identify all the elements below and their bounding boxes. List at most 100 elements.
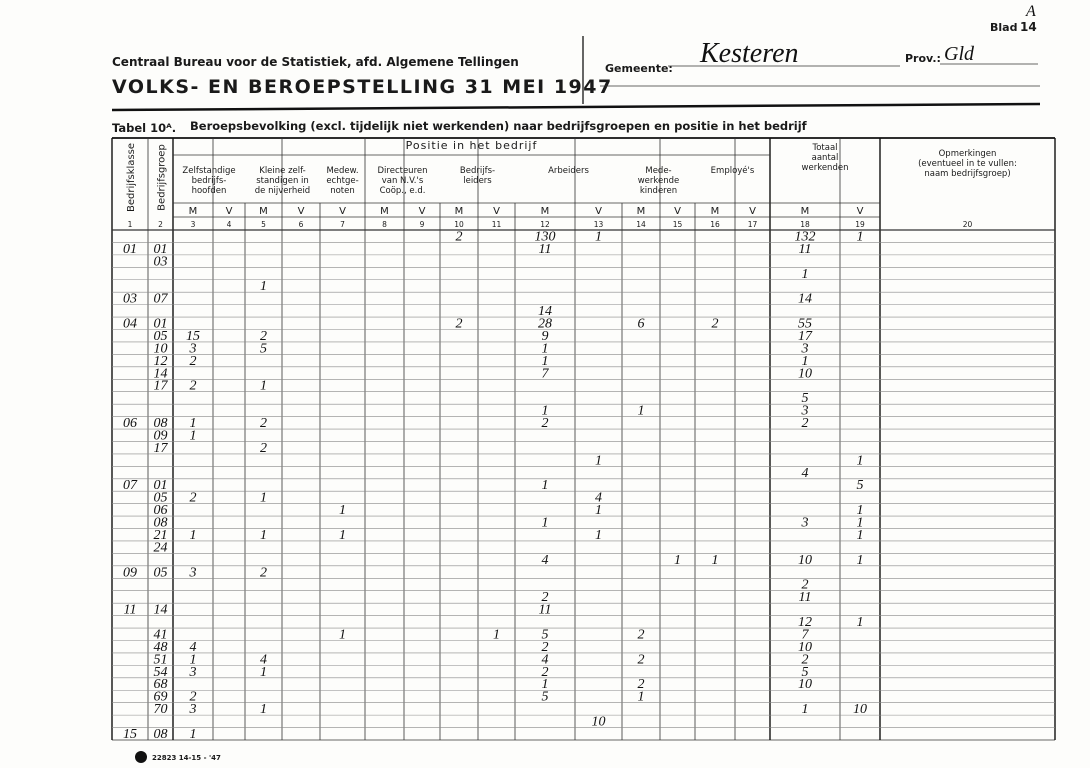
entry: 3 [801,516,809,531]
entry: 5 [260,341,267,356]
entry: 3 [189,341,197,356]
column-header: werkenden [802,163,849,173]
entry: 1 [260,379,267,394]
entry: 05 [154,329,168,344]
entry: 54 [154,665,168,680]
column-number: 15 [673,220,683,229]
entry: 5 [857,478,864,493]
entry: 2 [260,416,267,431]
column-header: noten [330,186,355,196]
sub-header: V [298,206,305,217]
gemeente-label: Gemeente: [605,62,673,75]
printer-mark [135,751,147,763]
rule [111,102,1041,112]
entry: 07 [123,478,138,493]
entry: 2 [260,441,267,456]
prov: Gld [944,43,975,65]
entry: 41 [154,627,168,642]
entry: 2 [712,317,719,332]
column-number: 2 [158,220,163,229]
column-header: Totaal [811,143,837,153]
entry: 11 [539,603,552,618]
organisation: Centraal Bureau voor de Statistiek, afd.… [112,55,519,69]
column-number: 10 [454,220,464,229]
entry: 01 [154,317,168,332]
entry: 10 [798,366,812,381]
column-header: werkende [638,176,680,186]
entry: 14 [538,304,552,319]
entry: 2 [638,652,645,667]
entry: 1 [542,516,549,531]
table: Positie in het bedrijf Bedrijfsklasse 1 Bed… [111,137,1056,742]
sub-header: V [595,206,602,217]
column-header: Medew. [326,166,358,176]
column-number: 19 [855,220,865,229]
entry: 2 [542,665,549,680]
entry: 2 [456,317,463,332]
entry: 1 [595,528,602,543]
entry: 9 [542,329,549,344]
entry: 21 [154,528,168,543]
entry: 1 [542,341,549,356]
column-number: 20 [963,220,973,229]
entry: 4 [542,652,549,667]
column-number: 7 [340,220,345,229]
column-header: van N.V.'s [382,176,424,186]
entry: 1 [674,553,681,568]
entry: 1 [595,229,602,244]
column-header: Employé's [711,165,755,176]
column-header: naam bedrijfsgroep) [924,169,1010,179]
sub-header: V [226,206,233,217]
entry: 5 [542,690,549,705]
entry: 3 [801,341,809,356]
column-number: 16 [710,220,720,229]
entry: 10 [592,715,606,730]
position-header: Positie in het bedrijf [406,139,538,152]
entry: 1 [802,702,809,717]
entry: 08 [154,516,168,531]
entry: 06 [154,503,168,518]
entry: 69 [154,690,168,705]
entry: 3 [189,665,197,680]
entry: 3 [189,565,197,580]
entry: 1 [638,690,645,705]
gemeente: Kesteren [699,38,799,69]
entry: 2 [190,379,197,394]
entry: 1 [260,665,267,680]
entry: 10 [853,702,867,717]
entry: 2 [190,354,197,369]
entry: 11 [539,242,552,257]
entry: 1 [595,453,602,468]
column-header: aantal [812,153,839,163]
entry: 11 [124,603,137,618]
entry: 06 [123,416,137,431]
sub-header: M [541,206,550,217]
entry: 1 [857,553,864,568]
entry: 1 [712,553,719,568]
entry: 7 [542,366,550,381]
sub-header: V [674,206,681,217]
entry: 2 [542,416,549,431]
entry: 10 [154,341,168,356]
entry: 1 [802,267,809,282]
entry: 6 [638,317,645,332]
entry: 1 [339,503,346,518]
blad-mark: A [1025,3,1036,20]
column-number: 17 [748,220,758,229]
entry: 130 [535,229,556,244]
sub-header: M [637,206,646,217]
sub-header: V [857,206,864,217]
entry: 15 [186,329,200,344]
column-number: 5 [261,220,266,229]
entry: 1 [190,416,197,431]
entry: 1 [260,279,267,294]
entry: 10 [798,553,812,568]
entry: 14 [154,603,168,618]
entry: 11 [799,242,812,257]
blad-label: Blad [990,21,1017,34]
table-label: Tabel 10ᴬ. [112,121,176,135]
entry: 2 [802,416,809,431]
entry: 2 [542,640,549,655]
